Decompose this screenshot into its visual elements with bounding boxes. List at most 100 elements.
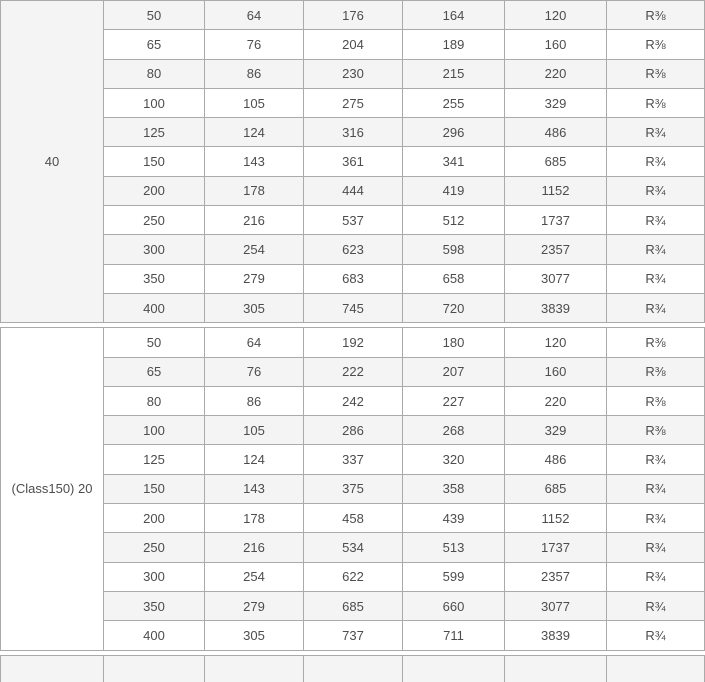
table-cell: 207	[402, 356, 505, 387]
table-cell: 216	[204, 532, 304, 563]
table-cell: R¾	[606, 146, 705, 177]
table-cell: 623	[303, 234, 403, 265]
table-row: 100 105 275 255 329 R⅜	[1, 87, 705, 119]
table-row: 100 105 286 268 329 R⅜	[1, 415, 705, 446]
table-cell: 178	[204, 175, 304, 207]
table-cell: 329	[504, 415, 607, 446]
table-cell: 598	[402, 234, 505, 265]
table-cell: 622	[303, 561, 403, 592]
table-cell: 439	[402, 503, 505, 534]
table-cell: 86	[204, 385, 304, 417]
table-cell: 220	[504, 58, 607, 89]
table-cell: R¾	[606, 561, 705, 592]
table-row: 80 86 230 215 220 R⅜	[1, 58, 705, 89]
table-cell: 50	[103, 0, 205, 31]
table-cell: 358	[402, 473, 505, 505]
table-cell: 176	[303, 0, 403, 31]
table-cell: R¾	[606, 234, 705, 265]
table-cell: 189	[402, 29, 505, 60]
table-cell: R¾	[606, 532, 705, 563]
table-cell: 65	[103, 29, 205, 60]
table-row: 150 143 361 341 685 R¾	[1, 146, 705, 177]
table-cell: 64	[204, 0, 304, 31]
table-row: 150 143 375 358 685 R¾	[1, 473, 705, 505]
table-cell: R¾	[606, 175, 705, 207]
dimension-table-group-2: (Class150) 20 50 64 192 180 120 R⅜ 65 76 222 207 16…	[0, 327, 705, 651]
table-cell	[303, 654, 403, 682]
table-cell: 180	[402, 327, 505, 358]
table-cell: R¾	[606, 205, 705, 236]
table-cell: 215	[402, 58, 505, 89]
table-cell: 737	[303, 620, 403, 651]
table-cell: 100	[103, 415, 205, 446]
table-row: 200 178 444 419 1152 R¾	[1, 175, 705, 207]
table-cell: 164	[402, 0, 505, 31]
table-cell: 200	[103, 175, 205, 207]
table-row	[0, 654, 705, 682]
table-row: 200 178 458 439 1152 R¾	[1, 503, 705, 534]
table-cell	[204, 654, 304, 682]
table-cell: 305	[204, 292, 304, 324]
table-cell: R⅜	[606, 327, 705, 358]
table-row: 350 279 683 658 3077 R¾	[1, 263, 705, 294]
table-cell: 100	[103, 87, 205, 119]
table-cell: 341	[402, 146, 505, 177]
table-cell	[504, 654, 607, 682]
table-cell: 160	[504, 356, 607, 387]
table-cell: 143	[204, 146, 304, 177]
table-cell: 419	[402, 175, 505, 207]
table-cell: 316	[303, 117, 403, 148]
table-cell: 350	[103, 590, 205, 622]
table-cell: 1737	[504, 205, 607, 236]
table-cell: 711	[402, 620, 505, 651]
table-cell: 120	[504, 0, 607, 31]
table-cell: 444	[303, 175, 403, 207]
table-cell: 222	[303, 356, 403, 387]
table-cell: R⅜	[606, 87, 705, 119]
table-cell: 3077	[504, 263, 607, 294]
table-row: 40 50 64 176 164 120 R⅜	[0, 0, 705, 324]
table-cell: 220	[504, 385, 607, 417]
table-cell	[606, 654, 705, 682]
table-cell: 400	[103, 620, 205, 651]
table-row: 350 279 685 660 3077 R¾	[1, 590, 705, 622]
table-cell: 400	[103, 292, 205, 324]
dimension-table-group-1: 40 50 64 176 164 120 R⅜ 65 76 204 189 160 R⅜ 80 86 230 2…	[0, 0, 705, 324]
table-cell: 350	[103, 263, 205, 294]
table-row: 65 76 204 189 160 R⅜	[1, 29, 705, 60]
table-cell: R¾	[606, 503, 705, 534]
table-cell: R⅜	[606, 356, 705, 387]
table-cell: 254	[204, 234, 304, 265]
table-row: 300 254 623 598 2357 R¾	[1, 234, 705, 265]
dimension-table-group-3	[0, 654, 705, 682]
table-row: 65 76 222 207 160 R⅜	[1, 356, 705, 387]
table-cell: 76	[204, 29, 304, 60]
table-cell: 1152	[504, 175, 607, 207]
table-cell: 513	[402, 532, 505, 563]
table-cell: 486	[504, 117, 607, 148]
table-row: 125 124 337 320 486 R¾	[1, 444, 705, 475]
table-row: (Class150) 20 50 64 192 180 120 R⅜	[0, 327, 705, 651]
table-cell: 1152	[504, 503, 607, 534]
table-cell: 458	[303, 503, 403, 534]
table-cell: R¾	[606, 473, 705, 505]
table-cell: 124	[204, 117, 304, 148]
table-cell: 658	[402, 263, 505, 294]
table-cell: 685	[504, 146, 607, 177]
table-cell: 124	[204, 444, 304, 475]
table-cell: 143	[204, 473, 304, 505]
table-cell: 125	[103, 444, 205, 475]
table-row: 400 305 737 711 3839 R¾	[1, 620, 705, 651]
table-cell: R⅜	[606, 0, 705, 31]
table-cell: 2357	[504, 561, 607, 592]
table-cell: 216	[204, 205, 304, 236]
table-cell: R⅜	[606, 415, 705, 446]
table-cell: R¾	[606, 263, 705, 294]
table-cell: 200	[103, 503, 205, 534]
table-row: 250 216 537 512 1737 R¾	[1, 205, 705, 236]
table-cell: 64	[204, 327, 304, 358]
table-cell: 3839	[504, 620, 607, 651]
table-cell: 1737	[504, 532, 607, 563]
